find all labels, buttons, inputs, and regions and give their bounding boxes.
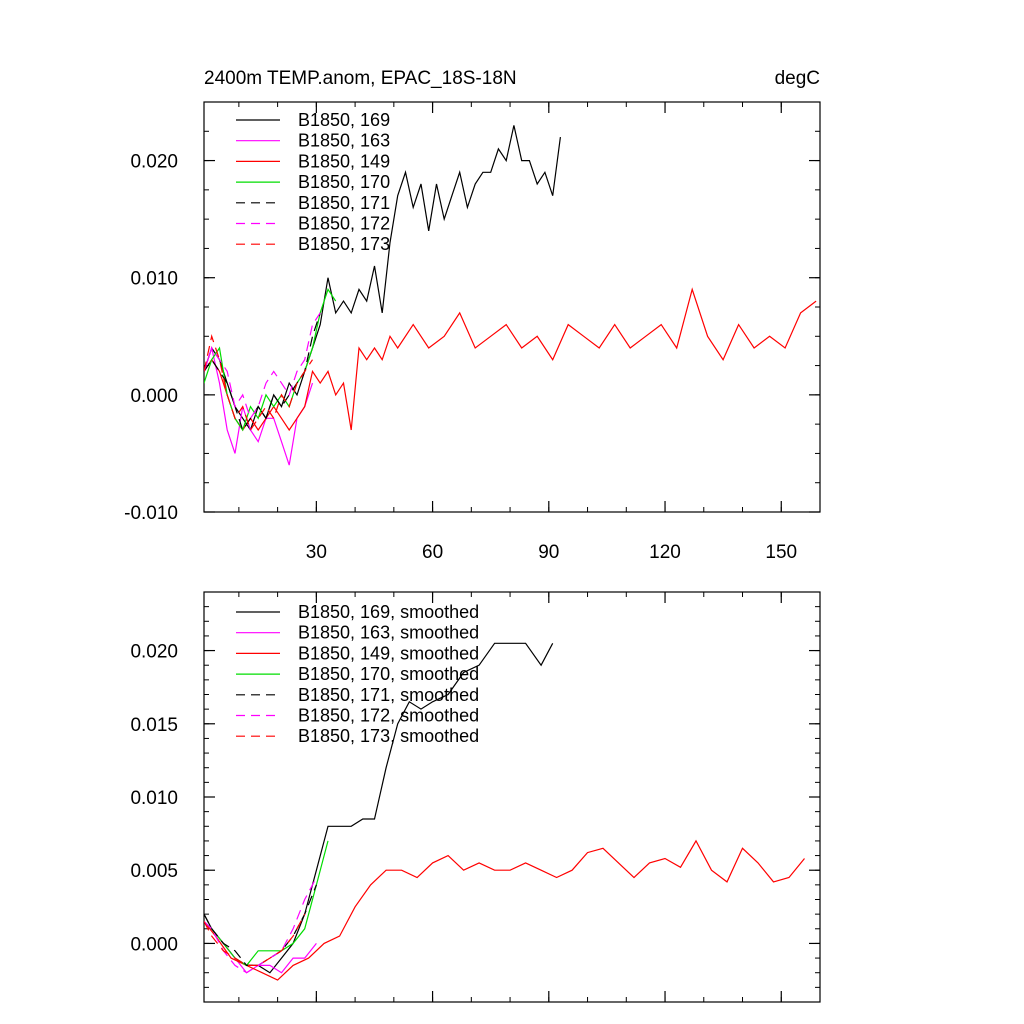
y-tick-label: 0.015 <box>130 715 178 736</box>
series-group <box>204 125 817 466</box>
y-tick-label: 0.020 <box>130 152 178 173</box>
x-tick-label: 150 <box>765 542 797 563</box>
legend-label: B1850, 149, smoothed <box>298 643 479 663</box>
plot-frame <box>203 101 821 513</box>
legend-label: B1850, 171, smoothed <box>298 685 479 705</box>
x-tick-label: 120 <box>649 542 681 563</box>
legend-label: B1850, 149 <box>298 151 390 171</box>
legend-label: B1850, 173 <box>298 234 390 254</box>
legend-label: B1850, 171 <box>298 193 390 213</box>
series-line-2 <box>204 287 817 432</box>
y-tick-label: 0.005 <box>130 861 178 882</box>
legend-label: B1850, 172, smoothed <box>298 706 479 726</box>
plot-frame <box>203 591 821 1003</box>
bottom-panel: 0.000 0.005 0.010 0.015 0.020 B1850, 169, sm… <box>130 591 821 1003</box>
legend-label: B1850, 163, smoothed <box>298 623 479 643</box>
series-line-5 <box>204 877 317 974</box>
series-line-6 <box>204 913 306 967</box>
top-title: 2400m TEMP.anom, EPAC_18S-18N <box>204 68 517 89</box>
top-panel: 2400m TEMP.anom, EPAC_18S-18N degC 30 60 9… <box>124 68 821 563</box>
y-tick-label: 0.000 <box>130 934 178 955</box>
top-plot-area: 30 60 90 120 150 -0.010 0.000 0.010 0.020 <box>124 101 821 563</box>
y-tick-label: 0.010 <box>130 788 178 809</box>
series-line-2 <box>204 839 805 981</box>
series-group <box>204 642 805 981</box>
legend-label: B1850, 169 <box>298 110 390 130</box>
legend-label: B1850, 169, smoothed <box>298 602 479 622</box>
x-tick-label: 30 <box>306 542 327 563</box>
legend-label: B1850, 172 <box>298 214 390 234</box>
y-tick-label: -0.010 <box>124 503 178 524</box>
series-line-6 <box>204 334 313 432</box>
y-tick-label: 0.010 <box>130 269 178 290</box>
top-units: degC <box>775 68 820 89</box>
series-line-5 <box>204 312 321 420</box>
legend-label: B1850, 173, smoothed <box>298 726 479 746</box>
series-line-1 <box>204 921 317 974</box>
legend-label: B1850, 170, smoothed <box>298 664 479 684</box>
series-line-4 <box>204 312 321 432</box>
bottom-plot-area: 0.000 0.005 0.010 0.015 0.020 <box>130 591 821 1003</box>
x-tick-label: 90 <box>538 542 559 563</box>
legend-label: B1850, 170 <box>298 172 390 192</box>
y-tick-label: 0.020 <box>130 642 178 663</box>
series-line-1 <box>204 345 314 466</box>
x-tick-label: 60 <box>422 542 443 563</box>
y-tick-label: 0.000 <box>130 386 178 407</box>
legend-label: B1850, 163 <box>298 131 390 151</box>
